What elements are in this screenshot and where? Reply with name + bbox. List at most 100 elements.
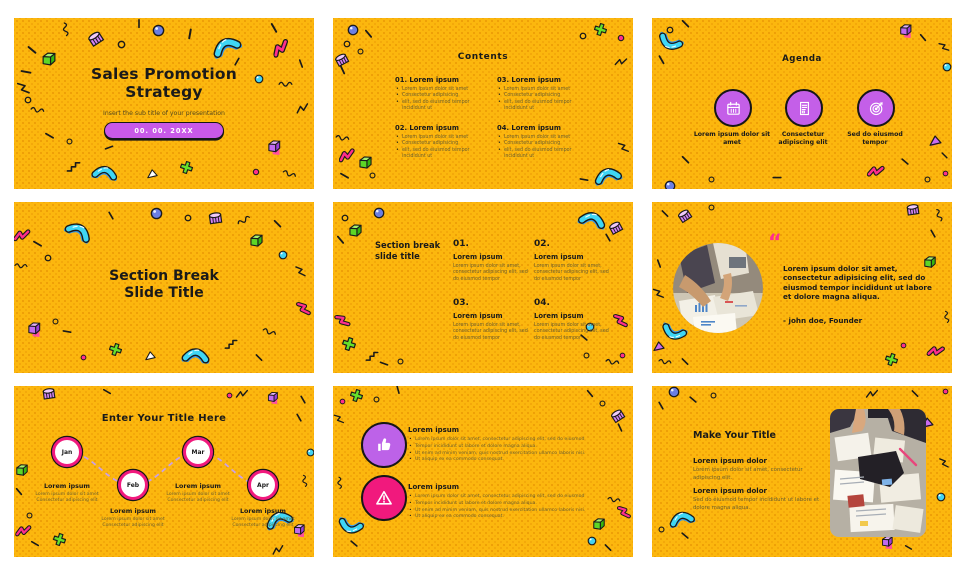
squiggle-doodle <box>934 207 946 223</box>
dash-doodle <box>395 386 401 395</box>
purple-cylinder-doodle <box>606 219 627 238</box>
ring-doodle <box>52 318 59 325</box>
purple-cube-doodle <box>266 138 284 156</box>
timeline-item: Lorem ipsum Lorem ipsum dolor sit amet C… <box>231 508 295 528</box>
slide-make-your-title[interactable]: Make Your Title Lorem ipsum dolor Lorem … <box>652 386 952 557</box>
pink-dot-doodle <box>900 342 907 349</box>
squiggle-doodle <box>235 212 253 226</box>
pink-zigzag-doodle <box>866 162 885 180</box>
dash-doodle <box>772 176 782 179</box>
green-cube-doodle <box>347 222 364 239</box>
dash-doodle <box>349 539 359 548</box>
quote-mark: “ <box>768 230 782 254</box>
dash-doodle <box>336 234 346 245</box>
ring-doodle <box>343 40 351 48</box>
timeline-month-apr: Apr <box>248 470 278 500</box>
dash-doodle <box>919 33 928 43</box>
cyan-arc-doodle <box>591 161 623 186</box>
blue-ball-doodle <box>347 24 359 36</box>
blue-ball-doodle <box>150 207 163 220</box>
purple-cylinder-doodle <box>205 208 227 228</box>
dash-doodle <box>364 28 374 39</box>
white-triangle-doodle <box>144 350 157 362</box>
slide-timeline[interactable]: Enter Your Title Here Jan Feb Mar Apr Lo… <box>14 386 314 557</box>
dash-doodle <box>107 210 115 220</box>
slide-title[interactable]: Sales Promotion Strategy Insert the sub t… <box>14 18 314 189</box>
content-heading: Lorem ipsum dolor <box>693 457 767 465</box>
zigzag-doodle <box>937 40 951 54</box>
content-title: Make Your Title <box>693 430 776 441</box>
purple-cylinder-doodle <box>674 206 696 226</box>
timeline-item: Lorem ipsum Lorem ipsum dolor sit amet C… <box>101 508 165 528</box>
purple-cube-doodle <box>898 22 915 39</box>
zigzag-doodle <box>865 387 880 401</box>
staircase-doodle <box>66 158 81 173</box>
date-pill: 00. 00. 20XX <box>104 122 224 139</box>
ring-doodle <box>44 254 52 262</box>
green-cross-doodle <box>884 352 899 367</box>
numbered-item: 01. Lorem ipsum Lorem ipsum dolor sit am… <box>453 239 528 282</box>
dash-doodle <box>680 155 690 165</box>
numbered-item: 02. Lorem ipsum Lorem ipsum dolor sit am… <box>534 239 609 282</box>
dash-doodle <box>339 171 350 179</box>
contents-title: Contents <box>457 52 509 62</box>
numbered-item: 04. Lorem ipsum Lorem ipsum dolor sit am… <box>534 298 609 341</box>
ring-doodle <box>373 396 380 403</box>
dash-doodle <box>269 22 278 34</box>
thumbs-up-badge <box>361 422 407 468</box>
blue-ball-doodle <box>664 180 676 189</box>
list-block: Lorem ipsum Lorem ipsum dolor sit amet, … <box>408 483 626 521</box>
slide-quote[interactable]: “ Lorem ipsum dolor sit amet, consectetu… <box>652 202 952 373</box>
green-cube-doodle <box>357 154 374 171</box>
ring-doodle <box>708 176 715 183</box>
target-icon <box>869 101 883 115</box>
cyan-ball-doodle <box>587 536 597 546</box>
timeline-title: Enter Your Title Here <box>101 413 227 424</box>
pink-zigzag-doodle <box>295 300 311 317</box>
squiggle-doodle <box>658 357 674 366</box>
dash-doodle <box>254 353 263 362</box>
agenda-item-circle <box>714 89 752 127</box>
pink-dot-doodle <box>942 170 949 177</box>
contents-item: 03. Lorem ipsum Lorem ipsum dolor sit am… <box>497 76 595 113</box>
blue-ball-doodle <box>668 386 680 398</box>
squiggle-doodle <box>61 21 71 38</box>
ring-doodle <box>710 392 717 399</box>
slide-section-break-grid[interactable]: Section break slide title 01. Lorem ipsum… <box>333 202 633 373</box>
contents-item: 02. Lorem ipsum Lorem ipsum dolor sit am… <box>395 124 493 161</box>
ring-doodle <box>341 214 349 222</box>
dash-doodle <box>62 329 72 334</box>
dash-doodle <box>940 151 948 159</box>
calendar-icon <box>726 101 740 115</box>
purple-cube-doodle <box>26 320 44 338</box>
cyan-arc-doodle <box>335 517 365 540</box>
dash-doodle <box>910 389 919 398</box>
ring-doodle <box>369 172 376 179</box>
slide-contents[interactable]: Contents 01. Lorem ipsum Lorem ipsum dol… <box>333 18 633 189</box>
pink-zigzag-doodle <box>270 38 292 59</box>
squiggle-doodle <box>336 476 344 491</box>
cyan-arc-doodle <box>658 322 688 347</box>
list-block: Lorem ipsum Lorem ipsum dolor sit amet, … <box>408 426 626 464</box>
dash-doodle <box>680 19 690 29</box>
green-cross-doodle <box>593 22 608 37</box>
agenda-item-label: Consectetur adipiscing elit <box>778 131 828 147</box>
purple-triangle-doodle <box>652 340 666 352</box>
ring-doodle <box>708 204 715 211</box>
content-body: Sed do eiusmod tempor incididunt ut labo… <box>693 497 820 511</box>
timeline-connector <box>66 451 264 486</box>
timeline-month-mar: Mar <box>183 437 213 467</box>
squiggle-doodle <box>334 133 351 143</box>
workspace-photo <box>830 409 926 537</box>
pink-zigzag-doodle <box>926 342 946 361</box>
quote-attribution: - john doe, Founder <box>783 316 863 325</box>
slide-bullet-lists[interactable]: Lorem ipsum Lorem ipsum dolor sit amet, … <box>333 386 633 557</box>
pink-dot-doodle <box>942 388 949 395</box>
green-cross-doodle <box>108 342 123 357</box>
contents-item: 04. Lorem ipsum Lorem ipsum dolor sit am… <box>497 124 595 161</box>
slide-agenda[interactable]: Agenda Lorem ipsum dolor sit amet Consec… <box>652 18 952 189</box>
slide-section-break[interactable]: Section Break Slide Title <box>14 202 314 373</box>
pink-zigzag-doodle <box>333 311 351 330</box>
timeline-item: Lorem ipsum Lorem ipsum dolor sit amet C… <box>35 483 99 503</box>
receipt-icon <box>799 101 809 115</box>
